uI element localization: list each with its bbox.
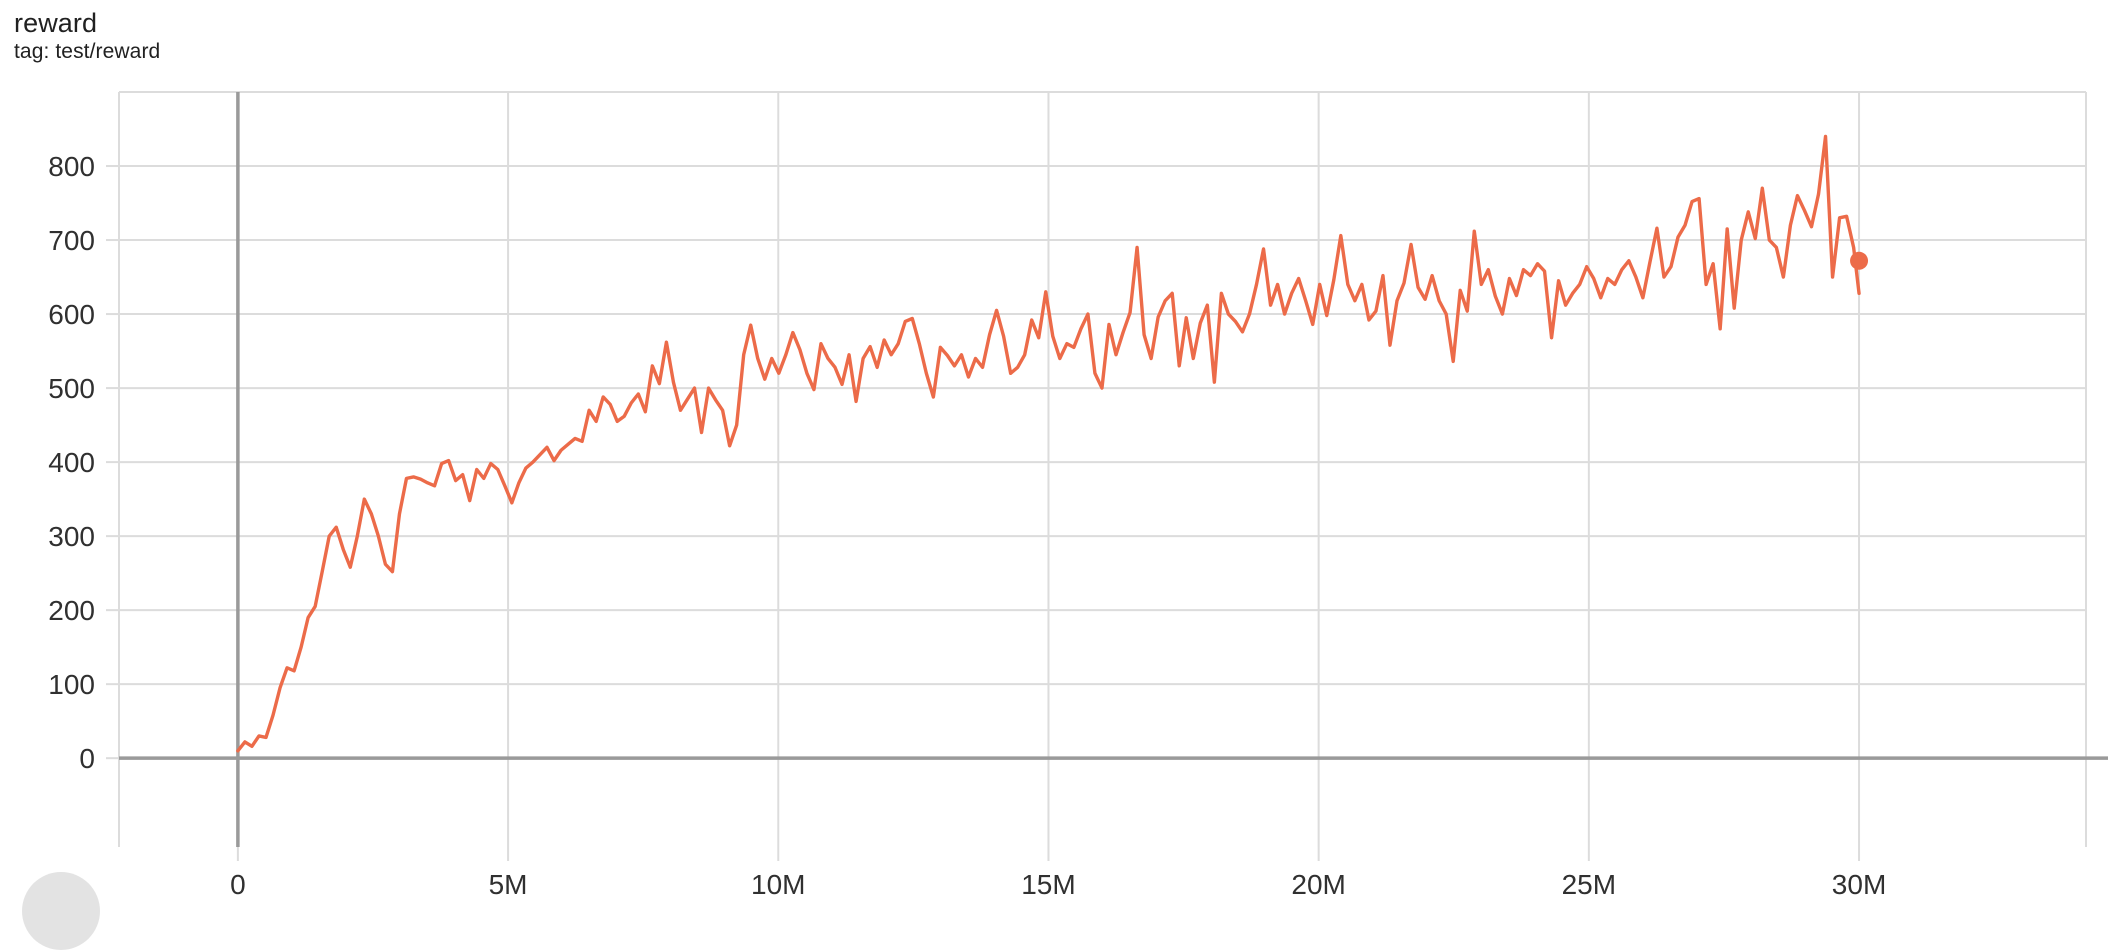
x-tick-label: 20M <box>1291 869 1345 900</box>
tick-marks <box>106 165 1861 861</box>
y-tick-label: 200 <box>48 595 95 626</box>
horizontal-gridlines <box>119 165 2086 686</box>
x-tick-label: 0 <box>230 869 246 900</box>
y-tick-label: 700 <box>48 225 95 256</box>
y-tick-label: 600 <box>48 299 95 330</box>
last-point-marker[interactable] <box>1850 251 1869 270</box>
plot-area[interactable]: 0 100 200 300 400 500 600 700 800 0 5M 10M 15M 20M 25… <box>0 0 2108 904</box>
x-tick-label: 25M <box>1562 869 1616 900</box>
y-tick-label: 800 <box>48 151 95 182</box>
series-line-test-reward[interactable] <box>236 134 1861 753</box>
x-axis-tick-labels: 0 5M 10M 15M 20M 25M 30M <box>230 869 1886 900</box>
x-tick-label: 15M <box>1021 869 1075 900</box>
plot-border <box>118 91 2087 847</box>
x-tick-label: 5M <box>489 869 528 900</box>
y-tick-label: 300 <box>48 521 95 552</box>
x-tick-label: 10M <box>751 869 805 900</box>
y-tick-label: 100 <box>48 669 95 700</box>
page-title: reward <box>14 8 98 38</box>
line-chart-svg[interactable]: 0 100 200 300 400 500 600 700 800 0 5M 10M 15M 20M 25… <box>0 0 2108 904</box>
y-tick-label: 0 <box>79 743 95 774</box>
y-tick-label: 500 <box>48 373 95 404</box>
expand-icon[interactable] <box>22 872 100 950</box>
chart-axes <box>119 92 2108 847</box>
chart-tag-label: tag: test/reward <box>14 40 161 64</box>
x-tick-label: 30M <box>1832 869 1886 900</box>
chart-header: reward tag: test/reward <box>14 8 160 64</box>
data-series-line[interactable] <box>236 134 1861 753</box>
y-axis-tick-labels: 0 100 200 300 400 500 600 700 800 <box>48 151 95 774</box>
last-point-dot[interactable] <box>1850 251 1869 270</box>
vertical-gridlines <box>507 92 1861 847</box>
y-tick-label: 400 <box>48 447 95 478</box>
